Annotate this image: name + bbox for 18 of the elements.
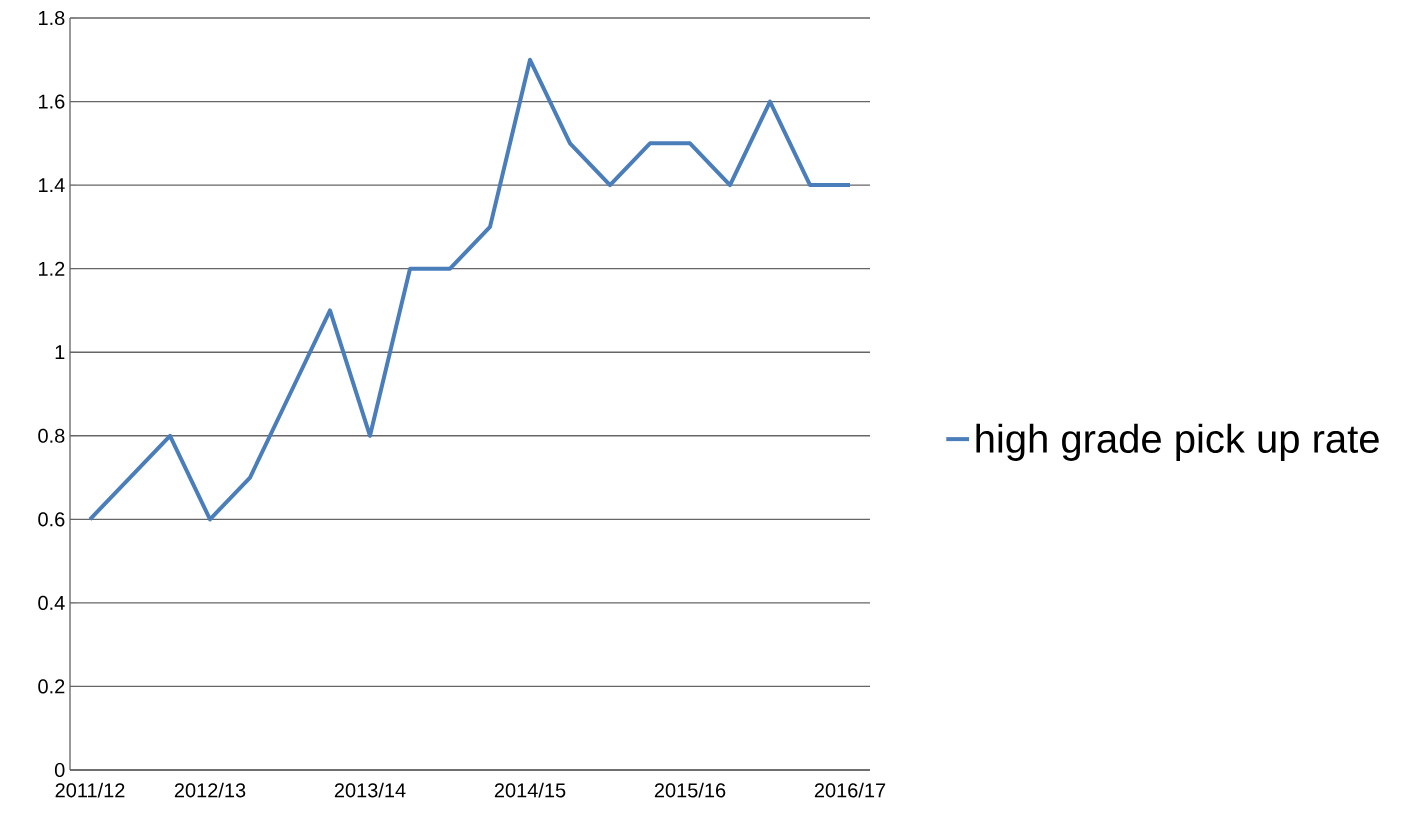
y-tick-label: 1.4 xyxy=(39,178,65,192)
y-tick-label: 1 xyxy=(55,345,65,360)
y-tick-label: 1.8 xyxy=(39,10,65,26)
x-tick-label: 2013/14 xyxy=(334,782,406,798)
y-tick-label: 0.8 xyxy=(38,428,65,443)
y-tick-label: 1.6 xyxy=(39,94,65,109)
x-tick-label: 2012/13 xyxy=(174,782,246,798)
legend-label: high grade pick up rate xyxy=(976,423,1379,461)
x-tick-label: 2014/15 xyxy=(494,782,566,798)
y-tick-label: 0.4 xyxy=(38,595,65,610)
x-tick-label: 2016/17 xyxy=(814,782,886,798)
y-tick-label: 1.2 xyxy=(39,261,65,276)
line-series xyxy=(88,57,853,522)
y-tick-label: 0.2 xyxy=(38,679,65,694)
x-tick-label: 2011/12 xyxy=(55,782,125,798)
x-tick-label: 2015/16 xyxy=(654,782,726,798)
y-tick-label: 0 xyxy=(54,762,65,778)
y-tick-label: 0.6 xyxy=(38,512,65,527)
